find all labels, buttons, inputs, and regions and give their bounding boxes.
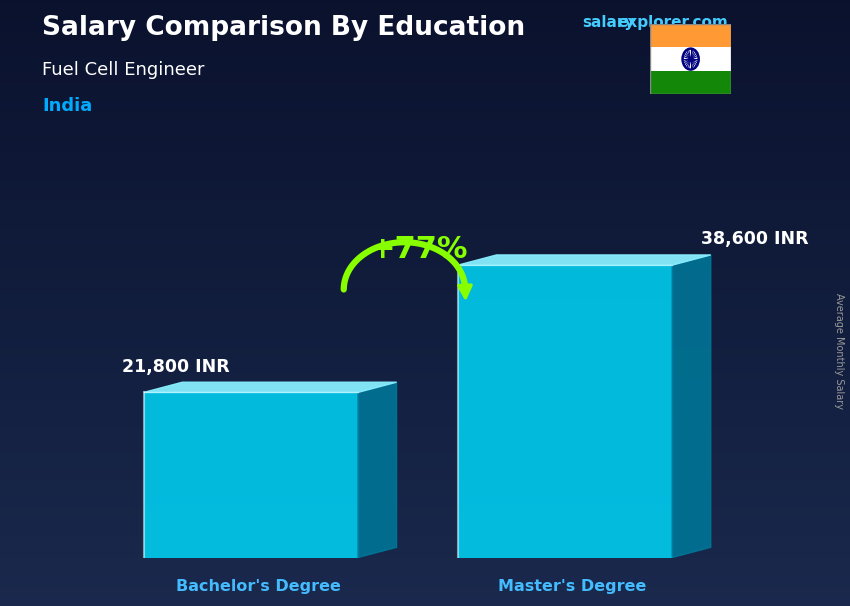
Text: Average Monthly Salary: Average Monthly Salary — [834, 293, 844, 410]
Text: Master's Degree: Master's Degree — [498, 579, 646, 594]
Text: 38,600 INR: 38,600 INR — [700, 230, 808, 248]
Polygon shape — [458, 255, 711, 265]
Polygon shape — [458, 265, 672, 558]
Polygon shape — [650, 47, 731, 71]
Text: +77%: +77% — [370, 235, 468, 264]
Text: 21,800 INR: 21,800 INR — [122, 358, 230, 376]
Polygon shape — [672, 255, 711, 558]
Text: Fuel Cell Engineer: Fuel Cell Engineer — [42, 61, 205, 79]
Text: Bachelor's Degree: Bachelor's Degree — [176, 579, 341, 594]
Text: Salary Comparison By Education: Salary Comparison By Education — [42, 15, 525, 41]
Polygon shape — [358, 382, 397, 558]
Text: explorer.com: explorer.com — [617, 15, 728, 30]
Polygon shape — [650, 24, 731, 47]
Text: India: India — [42, 97, 93, 115]
Polygon shape — [144, 393, 358, 558]
Polygon shape — [144, 382, 397, 393]
Text: salary: salary — [582, 15, 635, 30]
Polygon shape — [650, 71, 731, 94]
